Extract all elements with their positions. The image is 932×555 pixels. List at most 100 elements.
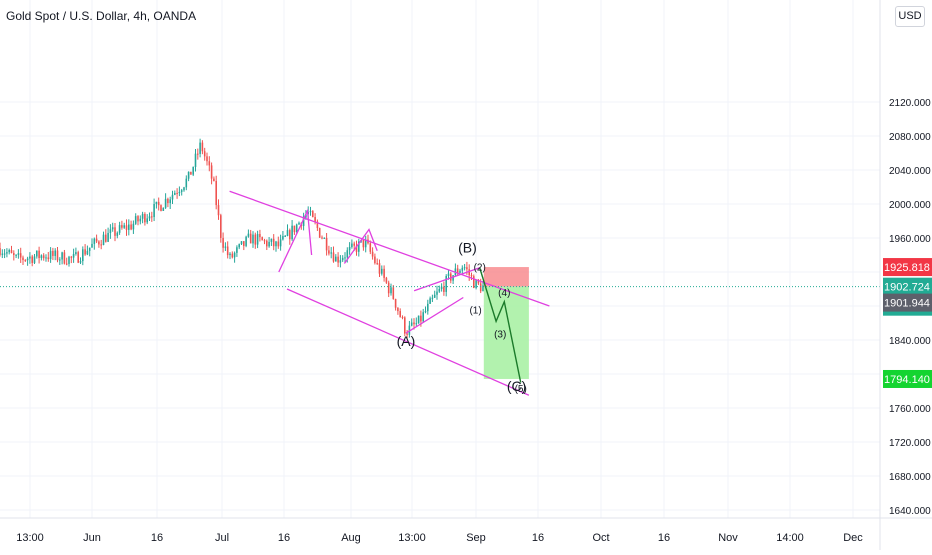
candle-body — [482, 285, 484, 292]
candle-body — [47, 257, 50, 260]
candle-body — [130, 224, 132, 230]
candle-body — [141, 213, 144, 219]
price-tick-label: 2080.000 — [889, 132, 931, 143]
candle-body — [222, 237, 224, 248]
candle-body — [10, 250, 13, 254]
candle-body — [378, 263, 381, 274]
take-profit-zone — [483, 286, 529, 379]
candle-body — [270, 238, 273, 242]
candle-body — [224, 246, 227, 248]
candle-body — [266, 240, 268, 247]
candle-body — [153, 204, 155, 217]
candle-body — [387, 282, 390, 294]
candle-body — [415, 323, 418, 325]
currency-button[interactable]: USD — [895, 6, 925, 27]
candle-body — [404, 317, 406, 334]
wave-label: (A) — [397, 333, 416, 349]
candle-body — [52, 250, 54, 256]
candle-body — [197, 153, 199, 155]
candle-body — [406, 333, 408, 335]
candle-body — [390, 287, 392, 294]
candle-body — [254, 234, 257, 245]
candle-body — [293, 225, 296, 233]
candle-body — [289, 230, 291, 240]
candle-body — [148, 216, 151, 219]
candle-body — [420, 315, 422, 322]
candle-body — [397, 307, 399, 312]
candle-body — [277, 241, 280, 247]
candle-body — [59, 259, 61, 261]
candle-body — [309, 211, 312, 213]
candle-body — [176, 192, 178, 194]
time-tick-label: Oct — [592, 532, 609, 544]
grid — [0, 0, 880, 518]
time-tick-label: 16 — [151, 532, 163, 544]
candle-body — [433, 294, 436, 298]
target-price-badge: 1794.140 — [884, 374, 930, 386]
candle-body — [291, 225, 293, 240]
candle-body — [436, 291, 438, 295]
time-tick-label: Jun — [83, 532, 101, 544]
candle-body — [332, 252, 335, 262]
candle-body — [459, 270, 461, 273]
candle-body — [427, 303, 429, 312]
candle-body — [323, 237, 326, 239]
candle-body — [134, 216, 137, 224]
candle-body — [461, 267, 464, 271]
candle-body — [279, 239, 282, 247]
candle-body — [132, 223, 135, 230]
price-tick-label: 1760.000 — [889, 404, 931, 415]
candle-body — [422, 312, 424, 322]
forecast-path — [479, 267, 522, 383]
candle-body — [247, 233, 250, 237]
candle-body — [220, 215, 222, 238]
candle-body — [160, 205, 162, 211]
price-tick-label: 1680.000 — [889, 472, 931, 483]
time-tick-label: Aug — [341, 532, 361, 544]
candle-body — [362, 240, 365, 248]
candle-body — [151, 216, 153, 218]
candle-body — [13, 253, 15, 255]
time-tick-label: 16 — [658, 532, 670, 544]
candle-body — [144, 213, 146, 223]
candle-body — [174, 192, 176, 195]
candle-body — [56, 250, 59, 261]
candle-body — [61, 252, 63, 260]
candle-body — [450, 273, 452, 281]
candle-body — [479, 283, 482, 292]
candle-body — [364, 239, 367, 248]
candle-body — [466, 267, 468, 270]
price-tick-label: 1640.000 — [889, 506, 931, 517]
candle-body — [440, 286, 443, 289]
drawings[interactable]: (A) (B) (C) (1) (2) (3) (4) (5) — [0, 190, 880, 396]
candle-body — [116, 232, 119, 236]
candle-body — [178, 191, 181, 194]
last-price-badge-bg — [883, 277, 932, 296]
candle-body — [121, 225, 123, 228]
candle-body — [413, 322, 415, 325]
candle-body — [33, 256, 36, 263]
candle-body — [346, 250, 349, 258]
candle-body — [180, 190, 183, 192]
candle-body — [268, 241, 270, 247]
candle-body — [282, 236, 284, 240]
price-tick-label: 2120.000 — [889, 98, 931, 109]
candle-body — [286, 230, 289, 236]
stop-loss-zone — [483, 267, 529, 287]
time-tick-label: 16 — [532, 532, 544, 544]
candle-body — [443, 286, 445, 292]
candle-body — [26, 258, 29, 261]
price-tick-label: 2040.000 — [889, 166, 931, 177]
wave-label: (3) — [494, 329, 506, 340]
channel-upper-line — [229, 190, 550, 307]
candle-body — [298, 222, 300, 225]
candle-body — [233, 252, 236, 258]
candle-body — [187, 171, 190, 179]
candle-body — [208, 161, 211, 166]
candle-body — [226, 246, 229, 256]
candle-body — [321, 237, 323, 239]
candle-body — [63, 252, 66, 264]
